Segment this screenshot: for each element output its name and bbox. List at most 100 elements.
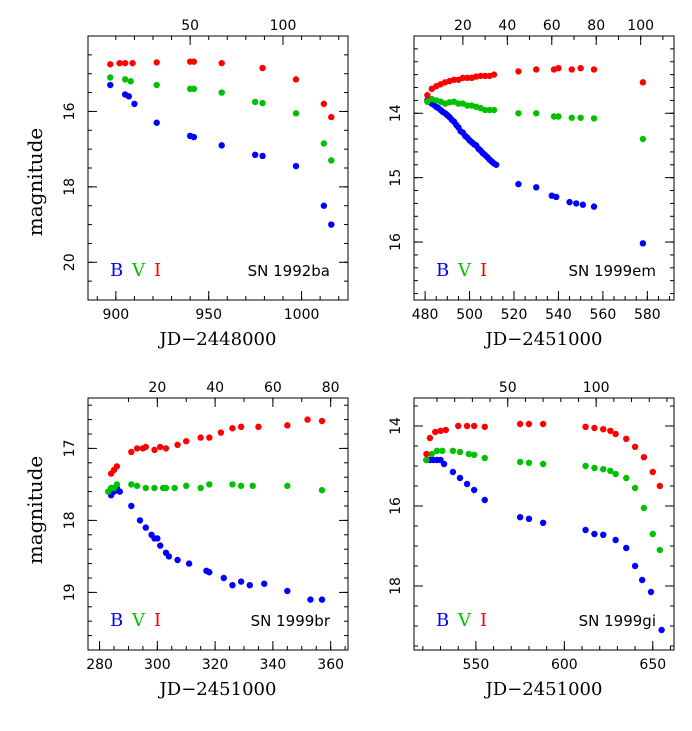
panel-3: 280 300 320 340 360 20 40 60 80 17 18 19 JD−2451000 B…	[62, 380, 349, 700]
top-tick-label: 100	[270, 18, 297, 34]
data-point-V	[582, 462, 589, 470]
data-point-B	[573, 200, 580, 207]
data-point-B	[638, 576, 646, 584]
data-point-I	[217, 429, 225, 436]
data-point-I	[113, 463, 121, 470]
data-point-I	[442, 426, 450, 434]
data-point-V	[121, 76, 129, 83]
data-point-V	[107, 74, 114, 81]
data-point-V	[490, 106, 498, 114]
data-point-B	[125, 93, 133, 100]
data-point-V	[656, 546, 664, 554]
x-tick-label: 560	[590, 307, 617, 323]
data-point-B	[136, 517, 144, 524]
data-point-V	[525, 459, 533, 466]
top-tick-label: 60	[264, 380, 282, 396]
panel-4: 550 600 650 50 100 14 16 18 JD−2451000 B V I SN 1999…	[388, 380, 675, 700]
data-point-I	[450, 76, 458, 83]
data-point-B	[218, 142, 225, 149]
data-point-I	[121, 59, 129, 67]
data-point-I	[174, 441, 181, 448]
data-point-B	[307, 596, 314, 603]
data-point-I	[229, 425, 236, 432]
data-point-B	[284, 587, 291, 595]
y-tick-label: 19	[62, 583, 78, 601]
data-point-V	[171, 484, 178, 492]
data-point-I	[590, 66, 598, 73]
data-point-I	[470, 422, 478, 430]
data-point-I	[142, 443, 149, 451]
data-point-I	[516, 420, 524, 428]
plot-frame	[413, 35, 675, 301]
panel-title: SN 1999em	[568, 262, 656, 280]
data-point-V	[439, 447, 446, 454]
plot-frame	[87, 397, 349, 651]
data-point-I	[424, 92, 431, 99]
data-point-V	[423, 456, 430, 464]
legend-B: B	[436, 610, 449, 631]
data-point-B	[131, 100, 138, 108]
data-point-I	[284, 422, 291, 429]
data-point-V	[568, 114, 575, 121]
data-point-B	[631, 562, 639, 570]
data-point-I	[477, 72, 484, 80]
x-tick-label: 320	[202, 657, 229, 673]
data-point-V	[612, 470, 619, 478]
legend-I: I	[480, 260, 487, 281]
data-point-I	[582, 423, 589, 430]
data-point-B	[590, 203, 598, 210]
x-axis-label: JD−2451000	[484, 329, 603, 350]
x-axis-label: JD−2451000	[158, 679, 277, 700]
data-point-I	[129, 59, 136, 67]
x-tick-label: 500	[456, 307, 483, 323]
data-point-I	[304, 416, 311, 423]
data-point-B	[229, 582, 236, 589]
data-point-B	[220, 574, 227, 582]
data-point-B	[142, 524, 149, 531]
data-point-I	[218, 59, 225, 67]
data-point-V	[237, 482, 245, 490]
legend-B: B	[110, 610, 123, 631]
legend-B: B	[110, 260, 123, 281]
data-point-V	[539, 460, 547, 468]
data-point-I	[515, 68, 522, 75]
data-point-I	[116, 59, 123, 67]
data-point-V	[113, 481, 121, 488]
data-point-B	[165, 553, 173, 560]
data-point-B	[533, 184, 540, 191]
data-point-V	[284, 482, 291, 490]
panel-title: SN 1992ba	[248, 262, 330, 280]
data-point-V	[153, 81, 160, 89]
data-point-I	[128, 448, 135, 456]
legend-V: V	[457, 260, 472, 281]
data-point-B	[582, 526, 589, 534]
data-point-I	[591, 424, 598, 432]
data-point-I	[631, 443, 639, 450]
data-point-V	[249, 482, 256, 490]
data-point-V	[631, 484, 639, 492]
y-tick-label: 14	[388, 104, 404, 122]
data-point-B	[185, 560, 193, 567]
top-tick-label: 20	[148, 380, 166, 396]
data-point-V	[206, 481, 213, 488]
data-point-I	[162, 445, 170, 452]
y-tick-label: 16	[62, 102, 78, 120]
data-point-I	[157, 443, 164, 451]
data-point-V	[456, 448, 464, 456]
data-point-V	[607, 467, 614, 474]
data-point-B	[470, 486, 478, 494]
data-point-B	[154, 535, 161, 542]
data-point-V	[555, 113, 562, 120]
data-point-B	[456, 474, 464, 482]
data-point-V	[591, 464, 598, 472]
data-point-I	[539, 420, 547, 428]
data-point-B	[658, 626, 665, 634]
data-point-B	[251, 151, 259, 158]
x-tick-label: 650	[639, 657, 666, 673]
plot-frame	[87, 35, 349, 301]
data-point-V	[428, 450, 435, 458]
y-tick-label: 17	[62, 439, 78, 457]
data-point-B	[639, 240, 647, 247]
data-point-V	[516, 458, 524, 466]
data-point-I	[153, 59, 160, 66]
